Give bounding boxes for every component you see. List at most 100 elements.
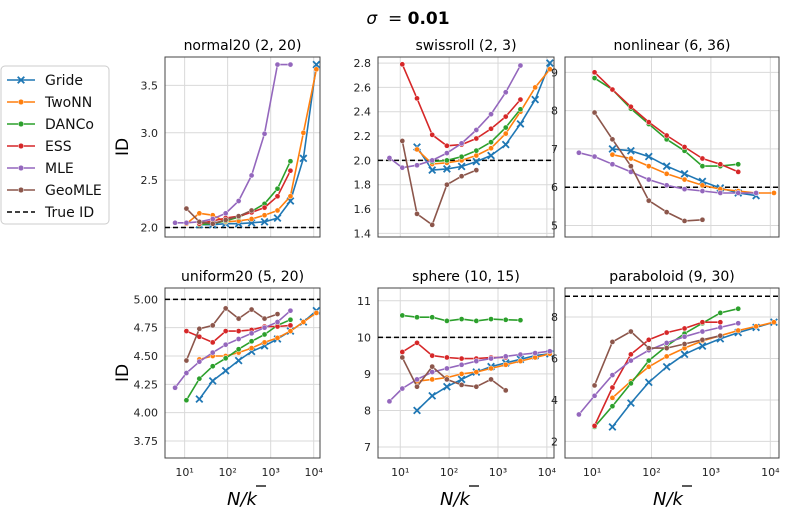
data-point: [681, 341, 688, 347]
data-point: [502, 124, 509, 131]
data-point: [248, 216, 255, 222]
data-point: [576, 149, 582, 156]
data-point: [172, 384, 178, 391]
data-point: [261, 324, 268, 331]
data-point: [735, 320, 742, 327]
data-point: [444, 181, 450, 188]
data-point: [274, 61, 281, 68]
data-point: [531, 95, 540, 104]
series-line: [416, 353, 551, 382]
data-point: [626, 146, 635, 155]
data-point: [488, 145, 494, 152]
data-point: [717, 319, 724, 326]
data-point: [261, 130, 268, 137]
plot-area: [565, 288, 779, 458]
data-point: [274, 319, 281, 325]
series-line: [388, 65, 522, 169]
legend-item-true-id: True ID: [7, 205, 94, 221]
data-point: [591, 75, 598, 81]
series-line: [199, 64, 318, 226]
data-point: [516, 119, 525, 128]
data-point: [517, 106, 524, 113]
data-point: [287, 322, 294, 329]
data-point: [753, 323, 759, 330]
plot-frame: [164, 287, 321, 459]
legend-swatch-marker: [17, 98, 25, 106]
data-point: [699, 155, 706, 162]
y-tick-label: 11: [357, 295, 371, 308]
x-tick-label: 10¹: [583, 466, 601, 479]
y-tick-label: 2.2: [354, 130, 372, 143]
data-point: [399, 138, 406, 144]
data-point: [287, 307, 294, 314]
panel-paraboloid-9-30: paraboloid (9, 30) 2 4 6 8 10¹ 10² 10³ 10⁴: [551, 269, 780, 479]
data-point: [287, 158, 294, 165]
data-point: [735, 327, 742, 334]
data-point: [442, 382, 451, 391]
series-line: [578, 322, 739, 416]
xlabel-main: N/: [653, 489, 674, 510]
x-tick-label: 10²: [642, 466, 660, 479]
data-point: [399, 312, 406, 319]
data-point: [287, 316, 294, 323]
data-point: [274, 311, 281, 317]
legend-label: DANCo: [45, 117, 94, 133]
series-mle: [172, 307, 294, 391]
data-point: [429, 314, 436, 321]
data-point: [645, 197, 652, 204]
data-point: [473, 135, 480, 142]
data-point: [502, 130, 509, 137]
data-point: [488, 376, 494, 383]
y-tick-label: 1.4: [354, 227, 372, 240]
data-point: [444, 142, 450, 149]
data-point: [195, 395, 204, 404]
data-point: [608, 144, 617, 153]
data-point: [183, 397, 190, 404]
data-point: [235, 213, 242, 220]
data-point: [274, 335, 281, 341]
y-tick-label: 4: [551, 394, 558, 407]
data-point: [663, 329, 670, 336]
data-point: [699, 336, 706, 343]
data-point: [414, 314, 420, 321]
data-point: [753, 190, 759, 196]
data-point: [591, 392, 598, 399]
data-point: [222, 355, 229, 362]
data-point: [248, 338, 255, 345]
data-point: [502, 387, 509, 394]
data-point: [429, 221, 436, 228]
data-point: [662, 362, 671, 371]
data-point: [183, 370, 190, 376]
legend-swatch-marker: [17, 76, 25, 84]
panel-title: uniform20 (5, 20): [181, 269, 304, 285]
data-point: [717, 310, 724, 316]
data-point: [628, 328, 634, 335]
y-tick-label: 3.5: [141, 79, 159, 92]
data-point: [414, 211, 420, 217]
data-layer: [165, 60, 320, 229]
series-ess: [591, 319, 724, 429]
data-point: [488, 316, 494, 322]
data-point: [287, 61, 294, 68]
data-point: [591, 109, 598, 116]
data-point: [517, 351, 524, 358]
data-point: [609, 161, 616, 168]
data-point: [609, 372, 616, 378]
data-point: [628, 351, 634, 358]
data-point: [414, 146, 420, 153]
data-point: [299, 154, 308, 163]
data-point: [645, 119, 652, 125]
legend-label: MLE: [45, 161, 74, 177]
data-point: [312, 60, 320, 69]
y-tick-label: 9: [551, 66, 558, 79]
data-point: [414, 95, 420, 102]
series-geomle: [591, 328, 724, 389]
y-tick-label: 8: [551, 311, 558, 324]
series-line: [593, 330, 721, 386]
y-tick-label: 4.25: [134, 378, 159, 391]
data-point: [717, 161, 724, 168]
data-point: [399, 385, 406, 392]
legend-swatch-marker: [17, 120, 25, 128]
x-tick-label: 10⁴: [761, 466, 780, 479]
panel-sphere-10-15: sphere (10, 15) 7 8 9 10 11 10¹ 10² 10³ 10⁴: [357, 269, 557, 479]
